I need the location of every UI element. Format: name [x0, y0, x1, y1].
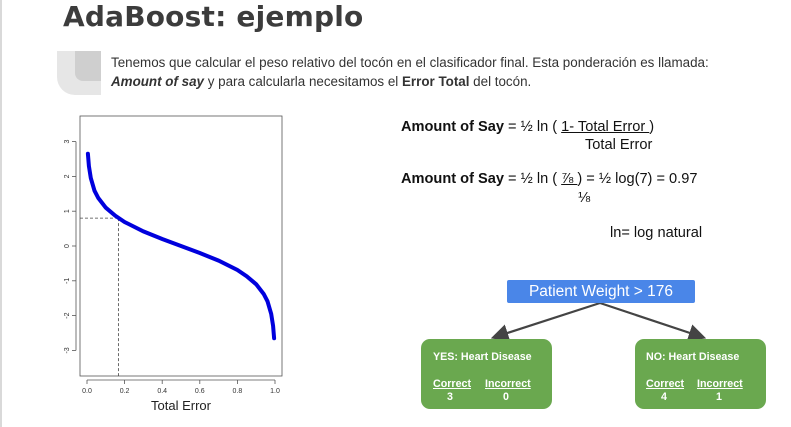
y-tick-label: 0 [64, 244, 71, 248]
leaf-no-correct-count: 4 [661, 391, 667, 403]
formula-1: Amount of Say = ½ ln ( 1- Total Error ) [401, 119, 654, 135]
leaf-no: NO: Heart Disease Correct Incorrect 4 1 [635, 339, 766, 409]
formula-1-eq: = ½ ln ( [503, 119, 562, 135]
y-tick-label: 3 [64, 140, 71, 144]
tree-root-node: Patient Weight > 176 [507, 280, 695, 303]
intro-emphasis: Amount of say [111, 73, 204, 89]
leaf-no-incorrect-count: 1 [716, 391, 722, 403]
formula-1-denominator: Total Error [585, 137, 653, 153]
y-tick-label: -3 [64, 347, 71, 353]
arrow-yes [490, 301, 601, 342]
tree-arrows [490, 301, 707, 342]
amount-of-say-chart: 0.0 0.2 0.4 0.6 0.8 1.0 3 2 1 0 -1 -2 -3 Total Error [64, 115, 283, 413]
leaf-yes-title: YES: Heart Disease [433, 351, 532, 363]
intro-strong: Error Total [401, 73, 470, 89]
leaf-yes-incorrect-label: Incorrect [485, 378, 531, 390]
x-tick-label: 0.2 [120, 388, 130, 395]
intro-text-a: Tenemos que calcular el peso relativo de… [111, 55, 709, 70]
chart-axes: 0.0 0.2 0.4 0.6 0.8 1.0 3 2 1 0 -1 -2 -3 [64, 140, 280, 395]
reference-lines [80, 217, 119, 376]
series-line [85, 151, 277, 341]
slide-left-rule [0, 0, 2, 427]
plot-frame [79, 115, 283, 377]
leaf-no-correct-label: Correct [646, 378, 685, 390]
formula-2: Amount of Say = ½ ln ( ⅞ ) = ½ log(7) = … [401, 171, 697, 187]
leaf-no-incorrect-label: Incorrect [697, 378, 743, 390]
formula-2-numerator: ⅞ [561, 171, 578, 187]
arrow-no [599, 301, 707, 342]
x-axis-label: Total Error [151, 398, 212, 413]
x-tick-label: 1.0 [270, 388, 280, 395]
intro-text-c: del tocón. [469, 73, 532, 89]
leaf-yes: YES: Heart Disease Correct Incorrect 3 0 [421, 339, 552, 409]
leaf-yes-correct-count: 3 [447, 391, 453, 403]
formula-2-label: Amount of Say [401, 171, 504, 187]
y-tick-label: -2 [64, 312, 71, 318]
x-tick-label: 0.4 [157, 388, 167, 395]
y-tick-label: -1 [64, 278, 71, 284]
formula-1-numerator: 1- Total Error [561, 119, 650, 135]
y-tick-label: 1 [64, 209, 71, 213]
formula-2-denominator: ⅛ [578, 190, 591, 206]
intro-text-b: y para calcularla necesitamos el [204, 73, 402, 89]
leaf-yes-correct-label: Correct [433, 378, 472, 390]
slide-title: AdaBoost: ejemplo [63, 0, 364, 33]
intro-paragraph: Tenemos que calcular el peso relativo de… [111, 54, 721, 91]
quote-decoration-icon [57, 51, 101, 95]
x-tick-label: 0.6 [195, 388, 205, 395]
formula-2-rest: ) = ½ log(7) = 0.97 [577, 171, 698, 187]
formula-1-close: ) [649, 119, 655, 135]
ln-note: ln= log natural [610, 225, 703, 241]
leaf-yes-incorrect-count: 0 [503, 391, 509, 403]
formula-1-label: Amount of Say [401, 119, 504, 135]
leaf-no-title: NO: Heart Disease [646, 351, 740, 363]
x-tick-label: 0.0 [82, 388, 92, 395]
formula-2-eq: = ½ ln ( [503, 171, 562, 187]
x-tick-label: 0.8 [233, 388, 243, 395]
y-tick-label: 2 [64, 174, 71, 178]
